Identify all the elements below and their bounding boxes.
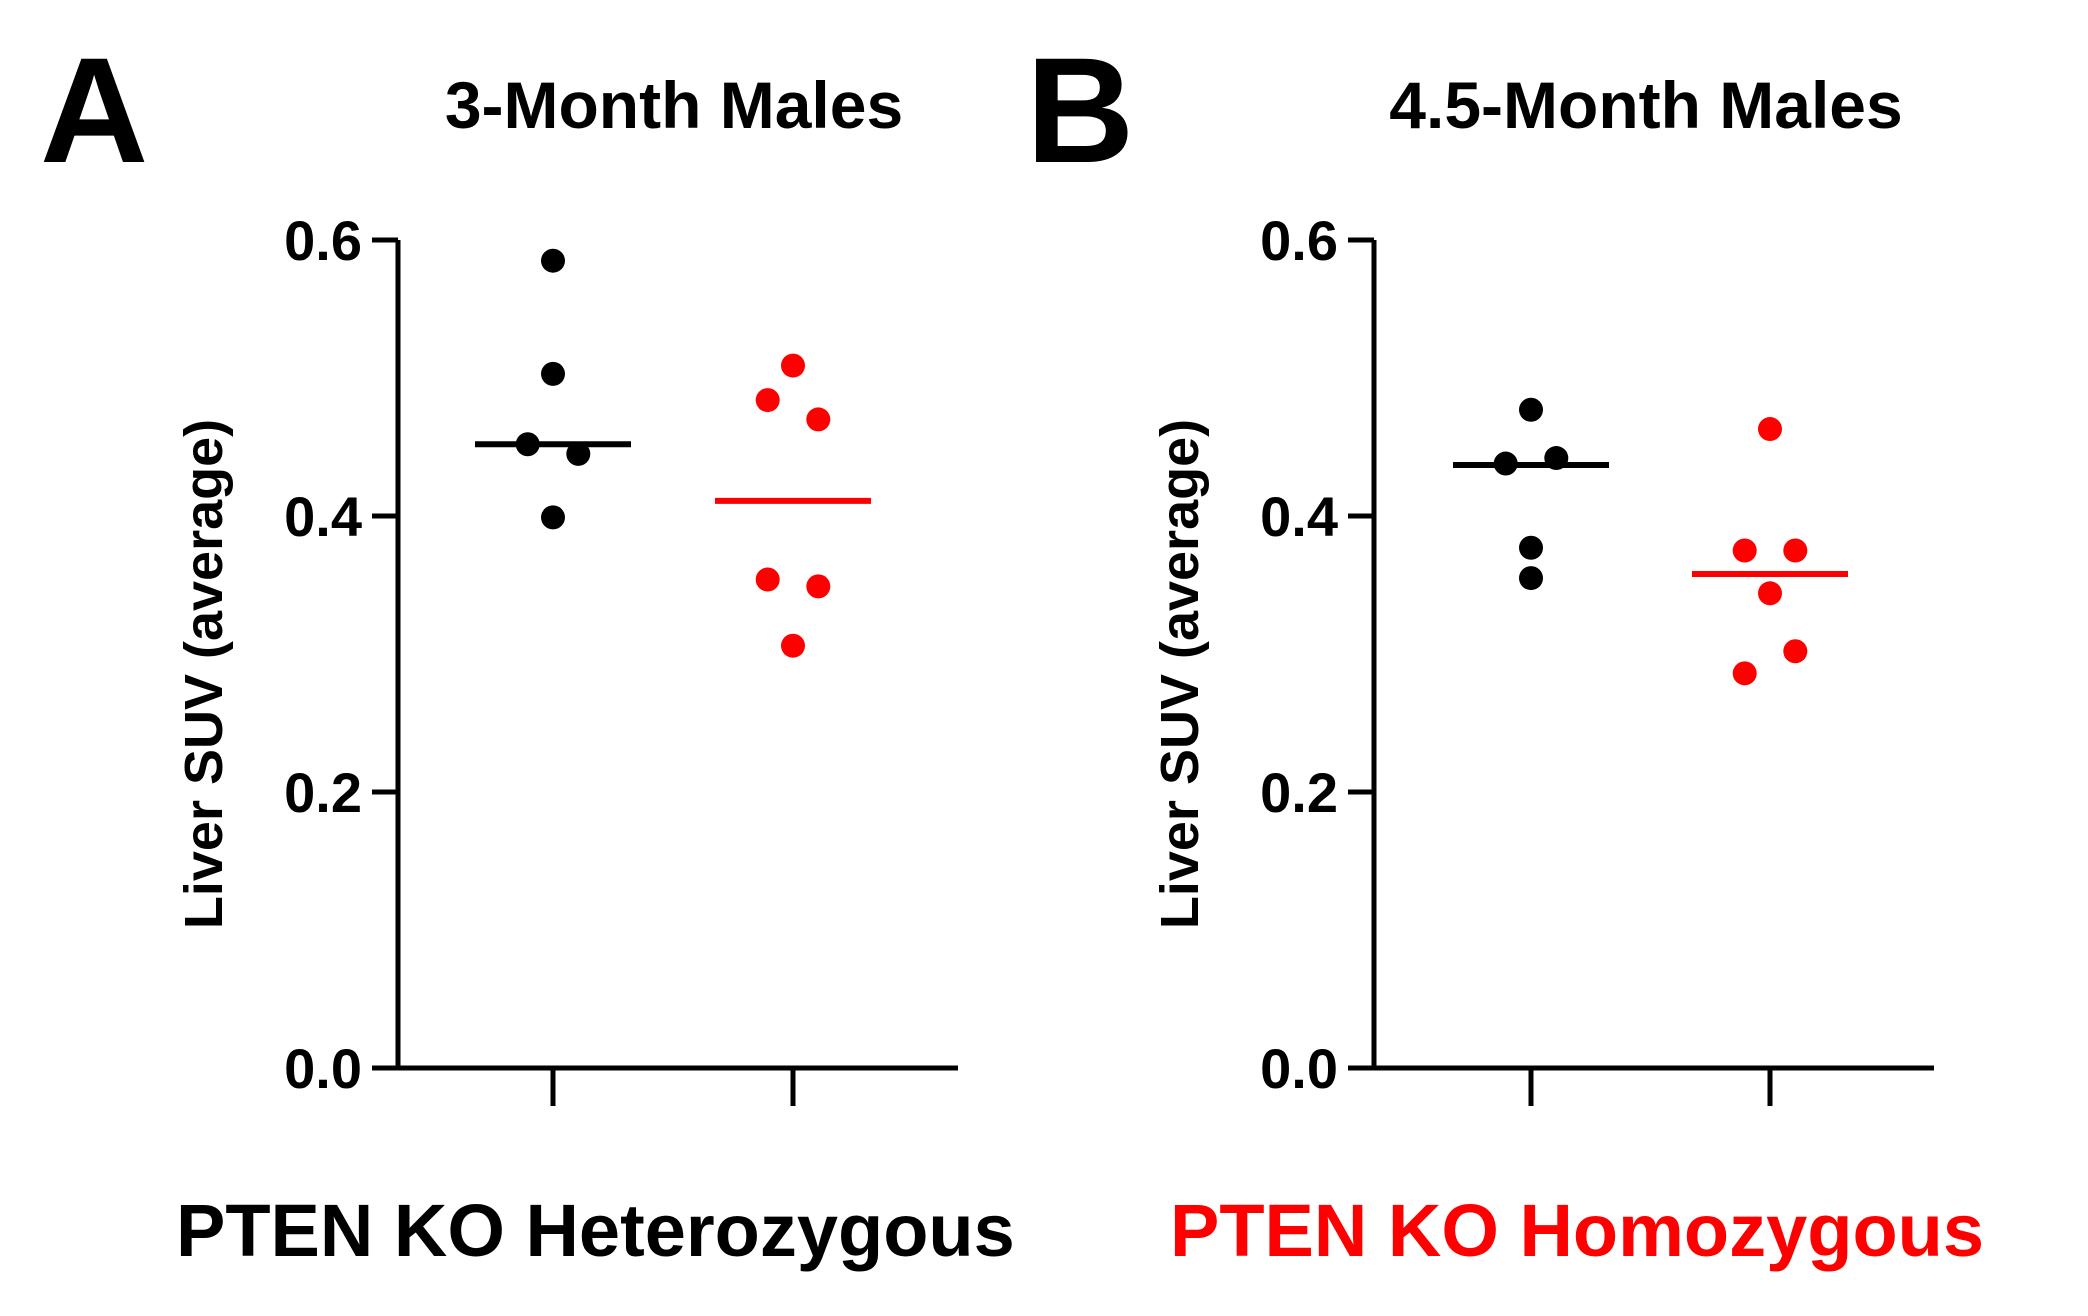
- data-point: [781, 353, 805, 378]
- y-tick-label: 0.2: [284, 761, 362, 824]
- y-axis-label: Liver SUV (average): [174, 419, 234, 929]
- data-point: [1732, 661, 1757, 686]
- data-point: [1783, 538, 1808, 563]
- data-point: [541, 248, 565, 273]
- y-tick-label: 0.0: [1260, 1037, 1338, 1100]
- data-point: [1758, 417, 1782, 442]
- plot-b: 0.0 0.2 0.4 0.6 Liver SUV (average): [1150, 209, 1934, 1106]
- data-point: [755, 388, 780, 413]
- data-point: [781, 633, 805, 658]
- data-point: [566, 441, 591, 466]
- y-tick-label: 0.2: [1260, 761, 1338, 824]
- data-point: [541, 361, 565, 386]
- panel-b-title: 4.5-Month Males: [1389, 68, 1902, 142]
- legend-heterozygous: PTEN KO Heterozygous: [176, 1189, 1015, 1272]
- data-point: [1732, 538, 1757, 563]
- y-tick-label: 0.6: [1260, 209, 1338, 272]
- y-tick-label: 0.4: [1260, 485, 1338, 548]
- data-point: [1519, 566, 1543, 591]
- y-tick-label: 0.4: [284, 485, 362, 548]
- data-point: [755, 567, 780, 592]
- y-tick-label: 0.0: [284, 1037, 362, 1100]
- legend-homozygous: PTEN KO Homozygous: [1170, 1189, 1984, 1272]
- data-point: [806, 407, 831, 432]
- data-point: [1519, 397, 1543, 422]
- data-point: [806, 574, 831, 599]
- data-point: [541, 505, 565, 530]
- y-tick-label: 0.6: [284, 209, 362, 272]
- panel-letter-a: A: [40, 26, 148, 194]
- data-point: [1783, 639, 1808, 664]
- plot-a: 0.0 0.2 0.4 0.6 Liver SUV (average): [174, 209, 958, 1106]
- data-point: [1758, 581, 1782, 606]
- y-axis-label: Liver SUV (average): [1150, 419, 1210, 929]
- panel-a-title: 3-Month Males: [445, 68, 903, 142]
- data-point: [1519, 535, 1543, 560]
- panel-letter-b: B: [1026, 26, 1134, 194]
